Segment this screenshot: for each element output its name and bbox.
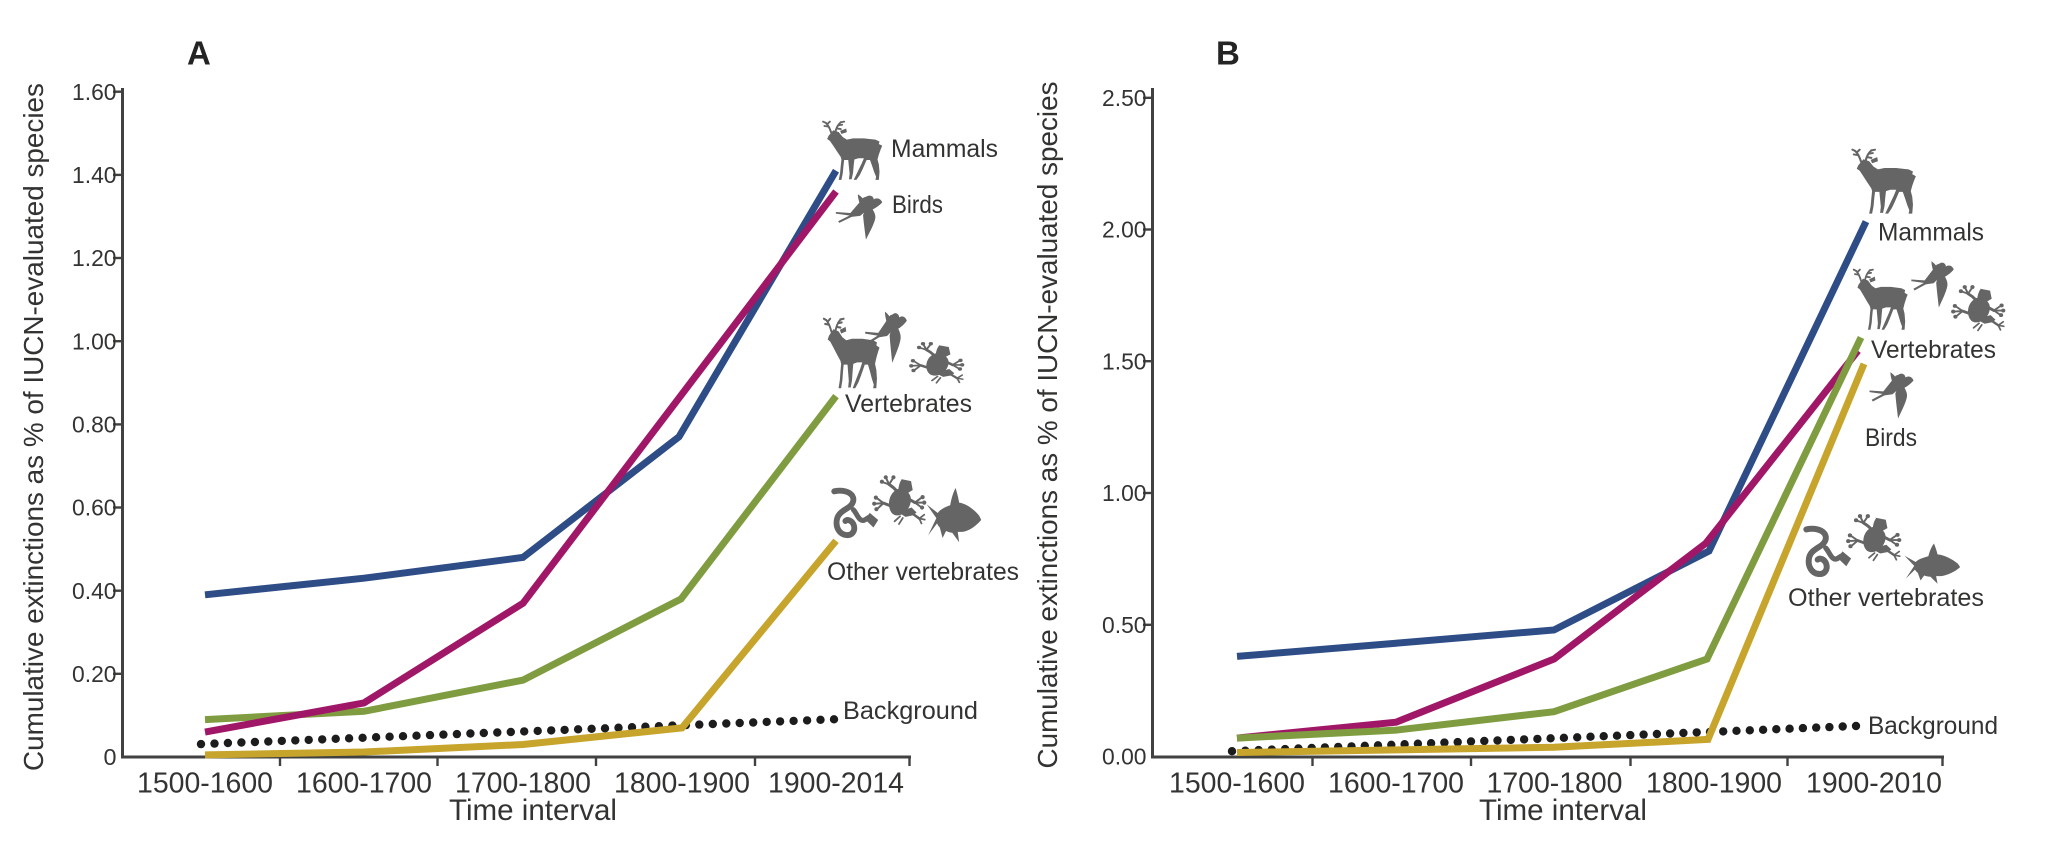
svg-text:Time interval: Time interval bbox=[1479, 794, 1647, 827]
svg-text:0.20: 0.20 bbox=[72, 661, 117, 687]
svg-text:1.00: 1.00 bbox=[72, 328, 117, 354]
svg-text:Mammals: Mammals bbox=[1878, 219, 1984, 247]
svg-text:2.00: 2.00 bbox=[1102, 217, 1147, 243]
svg-text:1500-1600: 1500-1600 bbox=[1169, 768, 1305, 800]
svg-text:0.00: 0.00 bbox=[1102, 744, 1147, 770]
svg-text:Cumulative extinctions as % of: Cumulative extinctions as % of IUCN-eval… bbox=[1032, 82, 1063, 769]
svg-text:0: 0 bbox=[104, 744, 117, 770]
svg-text:Other vertebrates: Other vertebrates bbox=[827, 558, 1019, 586]
svg-text:Other vertebrates: Other vertebrates bbox=[1788, 584, 1984, 612]
svg-text:Time interval: Time interval bbox=[449, 794, 617, 827]
svg-text:1.00: 1.00 bbox=[1102, 480, 1147, 506]
svg-text:Vertebrates: Vertebrates bbox=[1871, 336, 1996, 364]
svg-text:1.40: 1.40 bbox=[72, 162, 117, 188]
svg-text:1900-2010: 1900-2010 bbox=[1806, 768, 1942, 800]
svg-text:1700-1800: 1700-1800 bbox=[455, 768, 591, 800]
svg-text:0.40: 0.40 bbox=[72, 578, 117, 604]
svg-text:1500-1600: 1500-1600 bbox=[137, 768, 273, 800]
svg-text:1900-2014: 1900-2014 bbox=[768, 768, 904, 800]
svg-text:1800-1900: 1800-1900 bbox=[614, 768, 750, 800]
svg-text:2.50: 2.50 bbox=[1102, 85, 1147, 111]
svg-text:Birds: Birds bbox=[1865, 424, 1917, 452]
svg-text:0.60: 0.60 bbox=[72, 495, 117, 521]
svg-text:Cumulative extinctions as % of: Cumulative extinctions as % of IUCN-eval… bbox=[18, 83, 49, 771]
svg-text:Background: Background bbox=[1868, 712, 1998, 740]
svg-text:Mammals: Mammals bbox=[891, 135, 998, 163]
svg-text:Background: Background bbox=[843, 697, 978, 725]
svg-text:1.20: 1.20 bbox=[72, 245, 117, 271]
svg-text:Birds: Birds bbox=[892, 191, 943, 219]
svg-text:A: A bbox=[187, 35, 211, 72]
svg-text:0.50: 0.50 bbox=[1102, 612, 1147, 638]
svg-text:1.60: 1.60 bbox=[72, 79, 117, 105]
svg-text:B: B bbox=[1216, 35, 1240, 72]
svg-text:1700-1800: 1700-1800 bbox=[1487, 768, 1623, 800]
svg-text:1600-1700: 1600-1700 bbox=[296, 768, 432, 800]
svg-text:0.80: 0.80 bbox=[72, 412, 117, 438]
svg-text:1.50: 1.50 bbox=[1102, 348, 1147, 374]
svg-text:Vertebrates: Vertebrates bbox=[845, 390, 972, 418]
svg-text:1800-1900: 1800-1900 bbox=[1646, 768, 1782, 800]
svg-text:1600-1700: 1600-1700 bbox=[1328, 768, 1464, 800]
